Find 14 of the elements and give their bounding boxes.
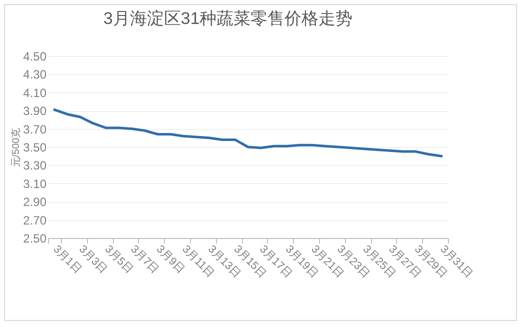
y-tick-label: 3.90 — [23, 104, 47, 118]
chart-title: 3月海淀区31种蔬菜零售价格走势 — [103, 9, 353, 28]
y-tick-label: 4.30 — [23, 68, 47, 82]
y-tick-label: 3.30 — [23, 158, 47, 173]
y-tick-label: 3.70 — [23, 122, 47, 136]
y-tick-label: 4.50 — [23, 50, 47, 64]
y-tick-label: 3.10 — [23, 176, 47, 191]
line-series — [53, 108, 443, 158]
y-tick-label: 4.10 — [23, 86, 47, 100]
y-axis-title: 元/500克 — [10, 128, 22, 168]
y-tick-label: 2.90 — [23, 195, 47, 210]
y-tick-label: 2.50 — [23, 232, 47, 246]
y-tick-label: 3.50 — [23, 140, 47, 154]
y-tick-label: 2.70 — [23, 213, 47, 228]
